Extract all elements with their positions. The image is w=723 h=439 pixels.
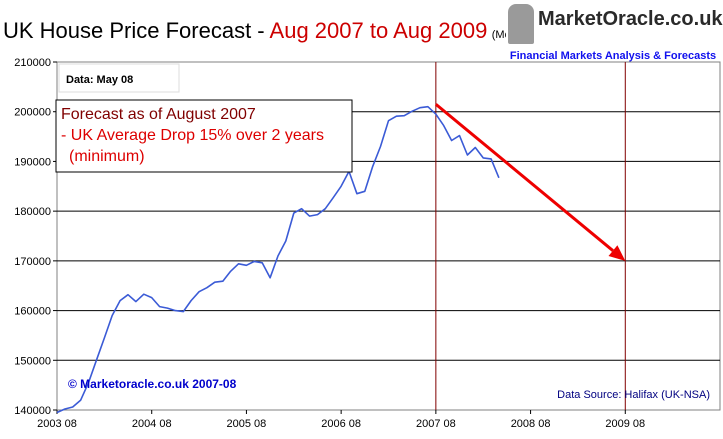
y-tick-label: 160000 xyxy=(14,306,51,318)
y-tick-label: 200000 xyxy=(14,107,51,119)
logo-tagline: Financial Markets Analysis & Forecasts xyxy=(506,48,720,64)
forecast-callout-title: Forecast as of August 2007 xyxy=(61,106,256,123)
x-axis: 2003 08 2004 08 2005 08 2006 08 2007 08 2008 … xyxy=(37,410,645,430)
forecast-callout: Forecast as of August 2007 - UK Average … xyxy=(55,99,353,173)
chart-title: UK House Price Forecast - Aug 2007 to Au… xyxy=(3,18,538,44)
x-tick-label: 2006 08 xyxy=(321,418,361,430)
forecast-arrow xyxy=(434,103,626,261)
title-main-text: UK House Price Forecast - xyxy=(3,18,270,43)
x-tick-label: 2003 08 xyxy=(37,418,77,430)
data-note-background xyxy=(58,63,180,93)
vertical-markers xyxy=(435,62,626,410)
data-note: Data: May 08 xyxy=(66,74,133,86)
data-source-note: Data Source: Halifax (UK-NSA) xyxy=(557,389,710,401)
x-tick-label: 2009 08 xyxy=(605,418,645,430)
data-note-box: Data: May 08 xyxy=(58,63,180,93)
y-axis: 140000 150000 160000 170000 180000 190000 2000… xyxy=(14,57,57,417)
title-date-range: Aug 2007 to Aug 2009 xyxy=(269,18,488,43)
forecast-arrow-head xyxy=(608,245,626,261)
y-tick-label: 150000 xyxy=(14,355,51,367)
y-tick-label: 140000 xyxy=(14,405,51,417)
price-series xyxy=(56,105,500,414)
x-tick-label: 2004 08 xyxy=(132,418,172,430)
x-tick-label: 2005 08 xyxy=(227,418,267,430)
y-tick-label: 210000 xyxy=(14,57,51,69)
y-tick-label: 170000 xyxy=(14,256,51,268)
oracle-statue-icon xyxy=(508,4,534,44)
copyright-note: © Marketoracle.co.uk 2007-08 xyxy=(68,377,237,391)
forecast-arrow-shaft xyxy=(434,103,614,252)
y-tick-label: 190000 xyxy=(14,156,51,168)
logo-name: MarketOracle.co.uk xyxy=(538,8,723,30)
forecast-callout-drop: - UK Average Drop 15% over 2 years xyxy=(61,127,324,144)
x-tick-label: 2007 08 xyxy=(416,418,456,430)
y-tick-label: 180000 xyxy=(14,206,51,218)
marketoracle-logo[interactable]: MarketOracle.co.uk Financial Markets Ana… xyxy=(506,2,723,64)
logo-banner: MarketOracle.co.uk xyxy=(506,2,723,46)
forecast-callout-minimum: (minimum) xyxy=(69,148,145,165)
x-tick-label: 2008 08 xyxy=(511,418,551,430)
forecast-callout-box xyxy=(55,99,353,173)
price-series-line xyxy=(56,105,500,414)
